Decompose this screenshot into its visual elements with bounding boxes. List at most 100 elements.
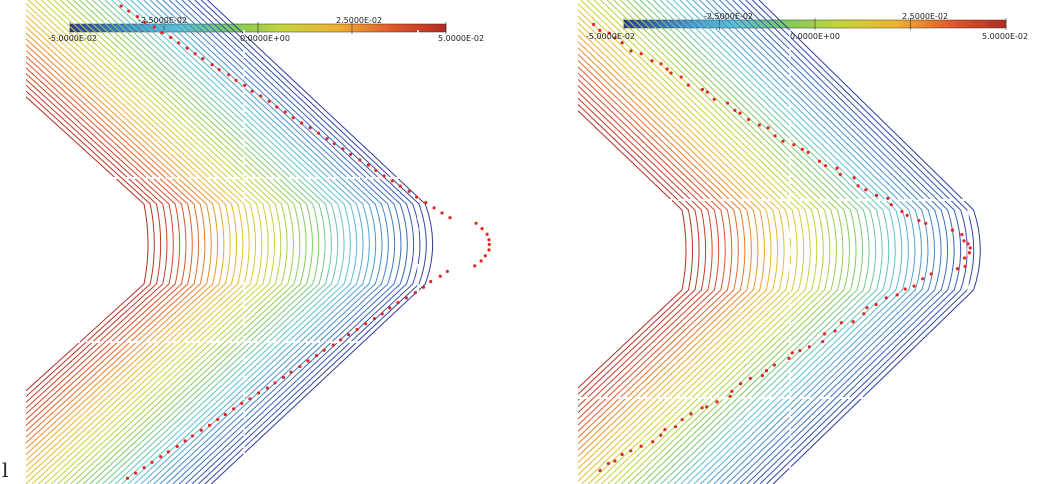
contour-line [578, 53, 746, 445]
interface-marker [341, 147, 345, 151]
interface-marker [900, 209, 904, 214]
contour-line [578, 59, 739, 439]
contour-line [26, 44, 206, 444]
interface-marker [487, 248, 491, 252]
contour-line [679, 0, 903, 484]
interface-marker [700, 87, 704, 92]
interface-marker [833, 329, 837, 333]
contour-line [699, 0, 922, 484]
interface-marker [474, 221, 478, 225]
interface-marker [177, 41, 181, 45]
contour-line [59, 0, 288, 484]
interface-marker [308, 126, 312, 130]
contour-line [26, 8, 244, 479]
interface-marker [792, 143, 796, 147]
interface-marker [659, 62, 663, 66]
contour-line [626, 0, 850, 484]
contour-line [653, 0, 877, 484]
interface-marker [216, 417, 220, 422]
contour-line [732, 0, 955, 484]
contour-line [620, 0, 844, 484]
colorbar-label-top-1: -2.5000E-02 [138, 16, 187, 25]
interface-marker [207, 423, 212, 427]
interface-marker [390, 179, 394, 183]
interface-marker [281, 375, 286, 380]
colorbar-label-min: -5.0000E-02 [586, 32, 635, 41]
colorbar-label-mid: 0.0000E+00 [240, 34, 290, 43]
contour-line [26, 90, 155, 398]
interface-marker [339, 338, 343, 342]
contour-plot-left [26, 0, 496, 484]
contour-line [155, 0, 383, 484]
interface-marker [921, 277, 925, 281]
interface-marker [421, 285, 426, 289]
interface-marker [760, 373, 765, 378]
contour-line [194, 0, 421, 484]
contour-line [578, 91, 707, 408]
contour-line [200, 0, 427, 484]
interface-marker [193, 52, 197, 56]
interface-marker [267, 99, 271, 103]
contour-line [686, 0, 909, 484]
contour-line [745, 0, 968, 484]
interface-marker [223, 412, 227, 417]
interface-marker [680, 418, 684, 422]
interface-marker [256, 391, 261, 395]
interface-marker [739, 382, 743, 386]
interface-marker [773, 134, 777, 138]
contour-line [136, 0, 364, 484]
interface-marker [924, 221, 928, 226]
contour-line [578, 97, 700, 402]
contour-line [758, 0, 981, 484]
interface-marker [730, 389, 734, 393]
interface-marker [620, 452, 624, 457]
interface-marker [650, 59, 654, 63]
contour-line [578, 78, 720, 420]
interface-marker [606, 461, 611, 466]
interface-marker [143, 20, 147, 24]
contour-line [149, 0, 377, 484]
interface-marker [817, 159, 822, 163]
contour-line [578, 85, 713, 414]
interface-marker [686, 83, 691, 87]
interface-marker [166, 450, 170, 454]
contour-line [162, 0, 389, 484]
interface-marker [955, 267, 960, 271]
interface-marker [663, 428, 667, 432]
interface-marker [183, 439, 187, 443]
interface-marker [445, 269, 449, 274]
interface-marker [950, 228, 955, 232]
contour-line [207, 0, 434, 484]
contour-line [738, 0, 962, 484]
interface-marker [838, 172, 842, 176]
interface-marker [966, 242, 970, 246]
interface-marker [757, 123, 761, 127]
interface-marker [835, 166, 839, 170]
interface-marker [199, 428, 203, 432]
interface-marker [639, 444, 643, 448]
interface-marker [273, 381, 277, 385]
interface-marker [159, 455, 163, 459]
interface-marker [874, 302, 878, 307]
interface-marker [487, 242, 491, 247]
interface-marker [152, 25, 156, 29]
interface-marker [679, 75, 683, 79]
interface-marker [382, 174, 386, 178]
interface-marker [413, 291, 417, 295]
interface-marker [331, 343, 335, 347]
contour-line [712, 0, 936, 484]
interface-marker [886, 196, 890, 200]
contour-line [26, 49, 200, 438]
interface-marker [332, 142, 336, 146]
contour-line [705, 0, 929, 484]
contour-line [53, 0, 282, 484]
interface-marker [700, 406, 704, 410]
interface-marker [764, 368, 769, 373]
interface-marker [738, 111, 742, 115]
interface-marker [821, 339, 825, 344]
contour-line [72, 0, 301, 484]
contour-line [578, 110, 687, 389]
contour-line [578, 34, 765, 464]
interface-marker [325, 137, 329, 141]
interface-marker [374, 168, 378, 173]
